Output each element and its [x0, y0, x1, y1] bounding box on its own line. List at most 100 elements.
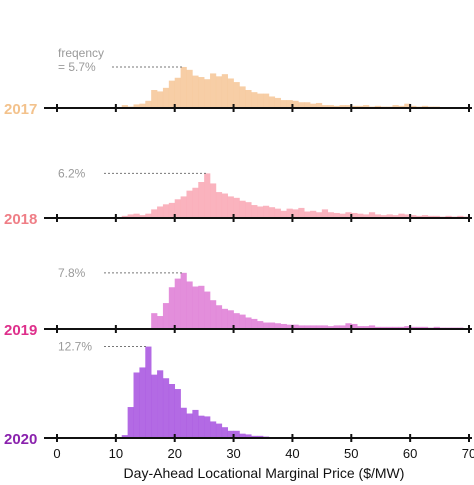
bar-2019-20 — [174, 278, 181, 329]
bar-2018-61 — [416, 215, 423, 218]
bar-2017-28 — [221, 74, 228, 108]
bar-2017-45 — [321, 105, 329, 108]
annotation-2020-line-0: 12.7% — [58, 340, 92, 354]
bar-2019-33 — [251, 318, 258, 329]
bar-2020-15 — [145, 346, 152, 438]
bar-2018-46 — [327, 212, 334, 218]
bar-2018-16 — [151, 209, 158, 218]
bar-2017-18 — [162, 87, 170, 108]
histogram-bars — [109, 66, 470, 438]
bar-2017-22 — [186, 69, 193, 108]
bar-2017-44 — [315, 102, 323, 108]
bar-2018-40 — [292, 209, 299, 218]
bar-2018-60 — [410, 215, 417, 218]
bar-2019-53 — [368, 325, 376, 329]
x-tick-label-30: 30 — [226, 446, 240, 461]
bar-2019-29 — [227, 310, 234, 329]
x-axis: 0 10 20 30 40 50 60 70 — [53, 446, 474, 461]
bar-2019-55 — [380, 326, 387, 329]
annotation-2019-line-0: 7.8% — [58, 266, 86, 280]
bar-2018-28 — [221, 193, 228, 218]
bar-2018-42 — [304, 211, 311, 218]
bar-2018-25 — [204, 173, 211, 218]
bar-2018-35 — [263, 205, 270, 218]
bar-2018-27 — [215, 192, 223, 218]
bar-2017-24 — [198, 77, 205, 108]
bar-2018-55 — [380, 215, 387, 218]
bar-2019-44 — [315, 325, 323, 329]
year-label-2020: 2020 — [4, 431, 37, 448]
bar-2019-40 — [292, 324, 299, 329]
bar-2020-16 — [151, 374, 158, 438]
bar-2017-38 — [280, 100, 287, 108]
annotation-2017-line-0: freqency — [58, 46, 104, 60]
bar-2018-17 — [157, 206, 164, 218]
bar-2018-41 — [298, 207, 305, 218]
bar-2017-14 — [139, 103, 146, 108]
bar-2018-51 — [357, 213, 364, 218]
bar-2018-24 — [198, 182, 205, 218]
bar-2020-18 — [162, 378, 170, 438]
bar-2020-26 — [210, 421, 217, 438]
bar-2018-32 — [245, 202, 252, 218]
bar-2019-37 — [274, 323, 281, 329]
x-tick-label-40: 40 — [285, 446, 299, 461]
bar-2020-34 — [257, 435, 264, 438]
bar-2019-39 — [286, 324, 293, 329]
bar-2017-47 — [333, 105, 340, 108]
bar-2018-31 — [239, 200, 246, 218]
bar-2018-48 — [339, 213, 346, 218]
bar-2019-47 — [333, 325, 340, 329]
bar-2018-18 — [162, 204, 170, 218]
bar-2020-31 — [239, 433, 246, 438]
bar-2018-63 — [427, 215, 434, 218]
bar-2020-30 — [233, 430, 240, 438]
bar-2019-36 — [268, 322, 276, 329]
bar-2020-25 — [204, 416, 211, 438]
peak-annotations: freqency= 5.7% 6.2% 7.8% 12.7% — [58, 46, 207, 354]
bar-2019-54 — [374, 326, 382, 329]
bar-2017-35 — [263, 93, 270, 108]
bar-2017-25 — [204, 79, 211, 108]
bar-2018-22 — [186, 190, 193, 218]
bar-2017-17 — [157, 91, 164, 108]
bar-2019-23 — [192, 286, 199, 329]
bar-2019-52 — [363, 326, 370, 329]
bar-2018-15 — [145, 213, 152, 218]
bar-2020-29 — [227, 430, 234, 438]
bar-2019-26 — [210, 300, 217, 329]
year-label-2017: 2017 — [4, 101, 37, 118]
bar-2019-25 — [204, 291, 211, 329]
bar-2017-39 — [286, 100, 293, 108]
bar-2018-23 — [192, 187, 199, 218]
series-2020-bars — [109, 346, 305, 438]
bar-2017-13 — [133, 104, 140, 108]
bar-2018-30 — [233, 197, 240, 218]
bar-2017-27 — [215, 76, 223, 108]
bar-2019-38 — [280, 323, 287, 329]
bar-2018-56 — [386, 214, 393, 218]
bar-2019-31 — [239, 314, 246, 329]
bar-2019-51 — [357, 326, 364, 329]
bar-2019-49 — [345, 323, 352, 329]
bar-2017-36 — [268, 96, 276, 108]
bar-2017-41 — [298, 102, 305, 108]
bar-2018-37 — [274, 208, 281, 218]
x-tick-label-10: 10 — [109, 446, 123, 461]
bar-2018-43 — [310, 210, 317, 218]
bar-2017-50 — [351, 105, 358, 108]
year-label-2019: 2019 — [4, 322, 37, 339]
series-2018-bars — [121, 173, 470, 218]
bar-2019-27 — [215, 305, 223, 329]
bar-2020-14 — [139, 367, 146, 438]
bar-2019-43 — [310, 325, 317, 329]
bar-2017-20 — [174, 77, 181, 108]
series-2017-bars — [121, 66, 452, 108]
bar-2019-28 — [221, 308, 228, 329]
bar-2017-30 — [233, 82, 240, 108]
bar-2017-57 — [392, 105, 399, 108]
bar-2018-26 — [210, 183, 217, 218]
bar-2018-66 — [445, 215, 452, 218]
bar-2017-52 — [363, 105, 370, 108]
bar-2018-13 — [133, 213, 140, 218]
